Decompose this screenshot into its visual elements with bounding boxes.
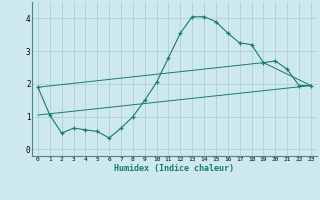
X-axis label: Humidex (Indice chaleur): Humidex (Indice chaleur) xyxy=(115,164,234,173)
